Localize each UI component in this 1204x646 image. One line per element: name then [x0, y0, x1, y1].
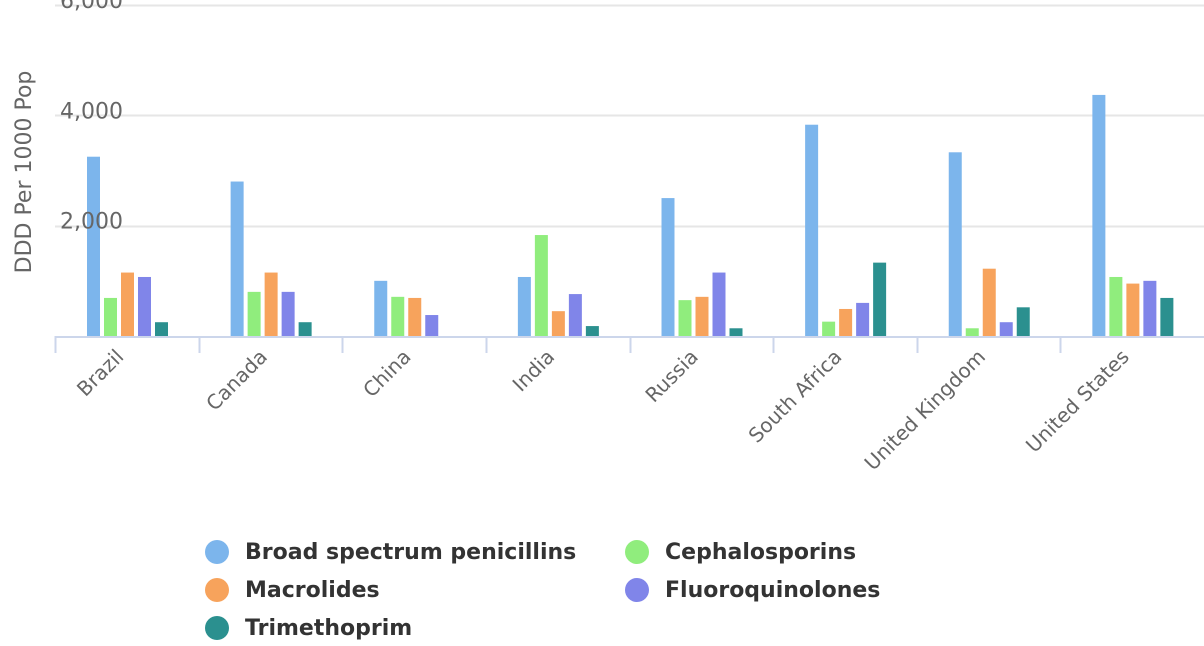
bar — [104, 297, 117, 336]
bar — [856, 302, 870, 336]
legend-label: Fluoroquinolones — [665, 577, 881, 603]
legend-dot-icon — [625, 540, 649, 564]
x-axis-labels: Brazil Canada China India Russia South Africa… — [72, 345, 1134, 475]
legend-dot-icon — [205, 540, 229, 564]
gridlines — [55, 4, 1204, 228]
bar — [661, 198, 675, 336]
x-tick-label: Russia — [640, 345, 702, 407]
x-axis — [54, 336, 1204, 353]
bar — [425, 315, 439, 336]
x-tick-label: China — [358, 345, 415, 402]
bar — [729, 328, 743, 336]
legend-label: Trimethoprim — [245, 615, 413, 641]
bar — [965, 328, 979, 336]
bar — [1160, 297, 1174, 336]
bar — [568, 294, 582, 336]
legend-label: Macrolides — [245, 577, 380, 603]
bar — [551, 311, 565, 336]
bar — [712, 272, 726, 336]
bar — [805, 124, 819, 336]
bar — [695, 296, 709, 336]
bar — [1016, 307, 1030, 336]
y-tick-label: 6,000 — [60, 0, 123, 14]
bar — [281, 291, 295, 336]
bar — [585, 326, 599, 336]
bar — [230, 181, 244, 336]
legend-item-fluoroquinolones[interactable]: Fluoroquinolones — [625, 574, 925, 606]
legend-label: Broad spectrum penicillins — [245, 539, 577, 565]
bar — [1109, 276, 1123, 336]
bar — [517, 276, 531, 336]
bar — [1126, 283, 1140, 336]
bar — [247, 291, 261, 336]
y-axis: 2,000 4,000 6,000 — [60, 0, 123, 235]
bar — [138, 276, 151, 336]
y-tick-label: 4,000 — [60, 99, 123, 124]
bar — [121, 272, 134, 336]
legend-item-macrolides[interactable]: Macrolides — [205, 574, 625, 606]
bar — [87, 156, 100, 336]
legend-dot-icon — [625, 578, 649, 602]
legend-item-cephalosporins[interactable]: Cephalosporins — [625, 536, 925, 568]
bar — [873, 262, 887, 336]
bar — [391, 296, 405, 336]
legend-item-trimethoprim[interactable]: Trimethoprim — [205, 612, 625, 644]
x-tick-label: United States — [1021, 345, 1134, 458]
x-tick-label: Canada — [201, 345, 272, 416]
bar — [999, 322, 1013, 336]
x-tick-label: Brazil — [72, 345, 128, 401]
bar — [1092, 94, 1106, 337]
legend-dot-icon — [205, 616, 229, 640]
x-tick-label: United Kingdom — [860, 345, 990, 475]
bar — [408, 297, 422, 336]
bar — [839, 308, 853, 336]
legend: Broad spectrum penicillins Cephalosporin… — [205, 536, 965, 644]
bar — [948, 152, 962, 336]
bar — [982, 268, 996, 336]
x-tick-label: India — [508, 345, 560, 397]
legend-label: Cephalosporins — [665, 539, 857, 565]
legend-dot-icon — [205, 578, 229, 602]
bar — [155, 322, 168, 336]
bar — [678, 300, 692, 336]
y-tick-label: 2,000 — [60, 210, 123, 235]
bar — [822, 321, 836, 336]
y-axis-title: DDD Per 1000 Pop — [12, 71, 37, 274]
bar — [298, 322, 312, 336]
bar — [534, 235, 548, 336]
legend-item-broad-spectrum-penicillins[interactable]: Broad spectrum penicillins — [205, 536, 625, 568]
bar — [374, 280, 388, 336]
bar — [1143, 280, 1157, 336]
x-tick-label: South Africa — [744, 345, 847, 448]
bar — [264, 272, 278, 336]
bars — [87, 94, 1174, 337]
